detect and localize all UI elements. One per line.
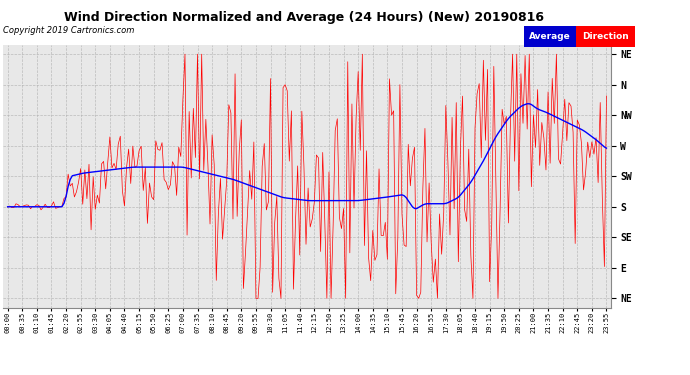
Text: Copyright 2019 Cartronics.com: Copyright 2019 Cartronics.com	[3, 26, 135, 35]
Text: Wind Direction Normalized and Average (24 Hours) (New) 20190816: Wind Direction Normalized and Average (2…	[63, 11, 544, 24]
Text: Direction: Direction	[582, 32, 629, 41]
Text: Average: Average	[529, 32, 571, 41]
